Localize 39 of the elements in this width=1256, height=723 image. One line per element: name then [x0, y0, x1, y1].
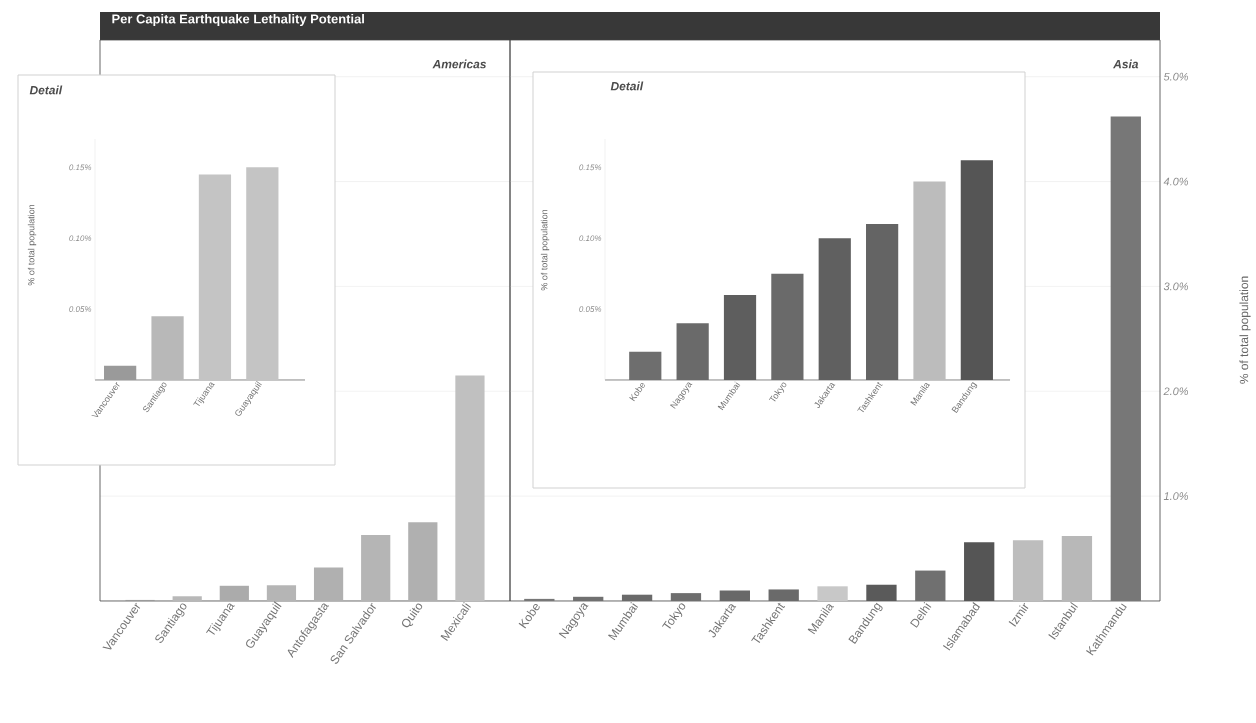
bar — [573, 596, 604, 601]
bar — [104, 365, 137, 380]
bar — [524, 598, 555, 601]
chart-title: Detail — [29, 85, 63, 95]
text: Asia — [1112, 59, 1139, 69]
bar — [313, 567, 344, 601]
text: Americas — [432, 59, 487, 69]
y-tick-label: 4.0% — [1163, 177, 1189, 186]
bar — [670, 593, 702, 601]
bar — [915, 570, 946, 601]
bar — [817, 586, 848, 601]
bar — [621, 594, 653, 601]
y-tick-label: 5.0% — [1163, 72, 1189, 81]
bar — [960, 160, 993, 380]
bar — [964, 542, 995, 601]
bar — [361, 534, 391, 601]
bar — [913, 181, 946, 380]
y-tick-label: 2.0% — [1163, 387, 1189, 396]
bar — [1061, 535, 1093, 601]
chart-title: Detail — [610, 81, 644, 91]
bar — [719, 590, 750, 601]
bar — [866, 584, 897, 601]
y-axis-title: % of total population — [540, 209, 550, 291]
bar — [1110, 116, 1141, 601]
y-axis-title: % of total population — [27, 204, 37, 286]
bar — [768, 589, 799, 601]
bar — [246, 167, 279, 380]
bar — [408, 522, 438, 601]
y-axis-title: % of total population — [1239, 276, 1251, 384]
chart-title: Per Capita Earthquake Lethality Potential — [112, 13, 364, 27]
bar — [172, 596, 202, 601]
bar — [151, 316, 184, 380]
bar — [219, 585, 249, 601]
y-tick-label: 1.0% — [1163, 492, 1189, 501]
y-tick-label: 3.0% — [1163, 282, 1189, 291]
bar — [198, 174, 232, 380]
bar — [455, 375, 485, 601]
bar — [1012, 540, 1044, 601]
bar — [266, 585, 297, 601]
